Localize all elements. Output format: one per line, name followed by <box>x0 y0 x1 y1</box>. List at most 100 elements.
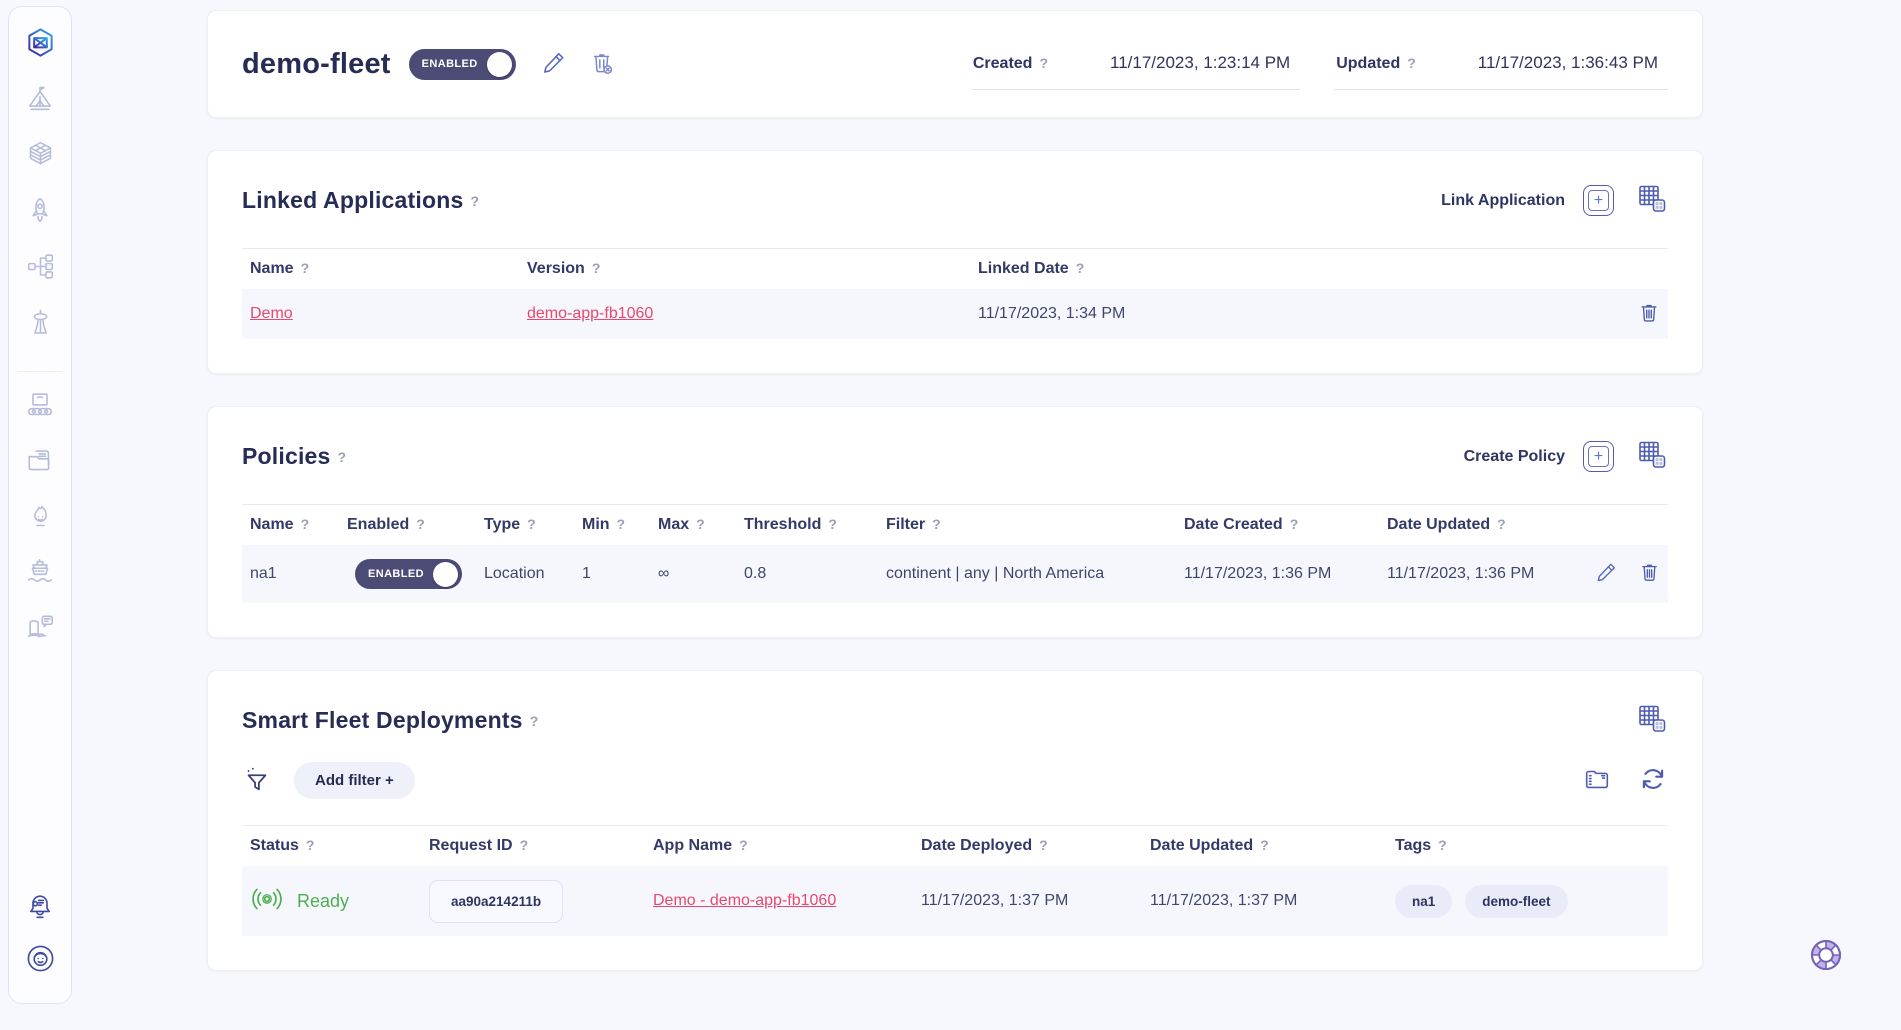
col-header-status: Status <box>250 837 299 854</box>
deployments-filter-bar: Add filter + <box>242 762 1668 799</box>
help-icon[interactable]: ? <box>1039 54 1048 71</box>
help-icon[interactable]: ? <box>739 837 748 853</box>
date-deployed-value: 11/17/2023, 1:37 PM <box>921 892 1069 909</box>
help-icon[interactable]: ? <box>527 516 536 532</box>
help-icon[interactable]: ? <box>519 837 529 853</box>
unlink-application-button[interactable] <box>1636 300 1662 329</box>
create-policy-label: Create Policy <box>1463 447 1565 465</box>
tent-icon <box>25 84 55 119</box>
sidebar-divider <box>18 371 62 372</box>
help-icon[interactable]: ? <box>1260 837 1269 853</box>
edit-fleet-button[interactable] <box>540 49 568 80</box>
export-folder-button[interactable] <box>1582 764 1612 797</box>
sidebar-item-environments[interactable] <box>24 85 56 117</box>
policy-max: ∞ <box>658 565 670 582</box>
sidebar-item-home[interactable] <box>24 28 56 61</box>
col-header-min: Min <box>582 516 610 533</box>
signal-icon <box>250 882 284 921</box>
link-application-button[interactable]: + <box>1583 185 1614 216</box>
updated-group: Updated? 11/17/2023, 1:36:43 PM <box>1334 39 1668 90</box>
sidebar <box>8 6 72 1004</box>
deployment-row: Ready aa90a214211b Demo - demo-app-fb106… <box>242 866 1668 936</box>
linked-applications-table: Name? Version? Linked Date? Demo demo-ap… <box>242 248 1668 339</box>
policies-table-settings-button[interactable] <box>1636 439 1668 474</box>
toggle-label: ENABLED <box>421 58 478 70</box>
conveyor-icon <box>25 389 55 424</box>
sidebar-item-profile[interactable] <box>24 945 56 977</box>
deployment-app-link[interactable]: Demo - demo-app-fb1060 <box>653 892 837 909</box>
policy-filter: continent | any | North America <box>886 565 1105 582</box>
help-icon[interactable]: ? <box>591 260 601 276</box>
col-header-linked-date: Linked Date <box>978 260 1069 277</box>
toggle-label: ENABLED <box>368 568 424 580</box>
help-icon[interactable]: ? <box>1039 837 1048 853</box>
filter-button[interactable] <box>242 764 272 797</box>
add-filter-button[interactable]: Add filter + <box>294 762 415 799</box>
help-icon[interactable]: ? <box>1289 516 1299 532</box>
support-button[interactable] <box>1806 935 1846 975</box>
help-icon[interactable]: ? <box>1497 516 1506 532</box>
help-icon[interactable]: ? <box>1407 54 1416 71</box>
col-header-version: Version <box>527 260 585 277</box>
help-icon[interactable]: ? <box>529 712 539 729</box>
linked-applications-table-settings-button[interactable] <box>1636 183 1668 218</box>
policy-row: na1 ENABLED Location 1 ∞ 0.8 continent |… <box>242 545 1668 603</box>
plus-icon: + <box>1588 190 1609 211</box>
trash-icon <box>1636 300 1662 329</box>
help-icon[interactable]: ? <box>305 837 315 853</box>
tower-icon <box>26 308 55 342</box>
plus-icon: + <box>1588 446 1609 467</box>
date-updated-value: 11/17/2023, 1:37 PM <box>1150 892 1298 909</box>
sidebar-item-records[interactable] <box>24 446 56 478</box>
linked-applications-card: Linked Applications ? Link Application + <box>207 150 1703 374</box>
delete-policy-button[interactable] <box>1637 560 1662 588</box>
help-icon[interactable]: ? <box>337 448 347 465</box>
delete-fleet-button[interactable] <box>588 49 616 80</box>
sidebar-item-hotspots[interactable] <box>24 502 56 534</box>
request-id-chip[interactable]: aa90a214211b <box>429 879 564 923</box>
link-application-label: Link Application <box>1441 191 1565 209</box>
sidebar-item-notifications[interactable] <box>24 893 56 925</box>
help-icon[interactable]: ? <box>1075 260 1085 276</box>
tag-pill[interactable]: na1 <box>1395 884 1453 918</box>
help-icon[interactable]: ? <box>416 516 425 532</box>
main-content: demo-fleet ENABLED <box>207 0 1703 971</box>
book-chat-icon <box>25 613 55 648</box>
sidebar-item-fleet[interactable] <box>24 558 56 590</box>
col-header-threshold: Threshold <box>744 516 822 533</box>
policy-date-created: 11/17/2023, 1:36 PM <box>1184 565 1332 582</box>
create-policy-button[interactable]: + <box>1583 441 1614 472</box>
edit-policy-button[interactable] <box>1594 560 1619 588</box>
col-header-name: Name <box>250 260 294 277</box>
help-icon[interactable]: ? <box>300 516 310 532</box>
deployments-card: Smart Fleet Deployments ? <box>207 670 1703 971</box>
sidebar-item-docs[interactable] <box>24 614 56 646</box>
sidebar-item-pipeline[interactable] <box>24 390 56 422</box>
help-icon[interactable]: ? <box>470 192 480 209</box>
help-icon[interactable]: ? <box>696 516 705 532</box>
policy-enabled-toggle[interactable]: ENABLED <box>355 559 462 589</box>
sidebar-item-modules[interactable] <box>24 141 56 173</box>
sidebar-item-towers[interactable] <box>24 309 56 341</box>
help-icon[interactable]: ? <box>1438 837 1447 853</box>
table-grid-icon <box>1636 439 1668 474</box>
sidebar-item-topology[interactable] <box>24 253 56 285</box>
sidebar-bottom <box>24 893 56 977</box>
cube-icon <box>26 140 55 174</box>
page-title: demo-fleet <box>242 47 391 80</box>
fleet-enabled-toggle[interactable]: ENABLED <box>408 48 516 80</box>
help-icon[interactable]: ? <box>828 516 837 532</box>
lifebuoy-icon <box>1806 940 1846 979</box>
help-icon[interactable]: ? <box>932 516 941 532</box>
help-icon[interactable]: ? <box>616 516 626 532</box>
trash-clock-icon <box>588 49 616 80</box>
table-grid-icon <box>1636 703 1668 738</box>
tag-pill[interactable]: demo-fleet <box>1465 884 1568 918</box>
sidebar-item-deployments[interactable] <box>24 197 56 229</box>
refresh-button[interactable] <box>1638 764 1668 797</box>
app-version-link[interactable]: demo-app-fb1060 <box>527 305 654 322</box>
help-icon[interactable]: ? <box>300 260 310 276</box>
policy-name: na1 <box>250 565 277 582</box>
app-name-link[interactable]: Demo <box>250 305 293 322</box>
deployments-table-settings-button[interactable] <box>1636 703 1668 738</box>
